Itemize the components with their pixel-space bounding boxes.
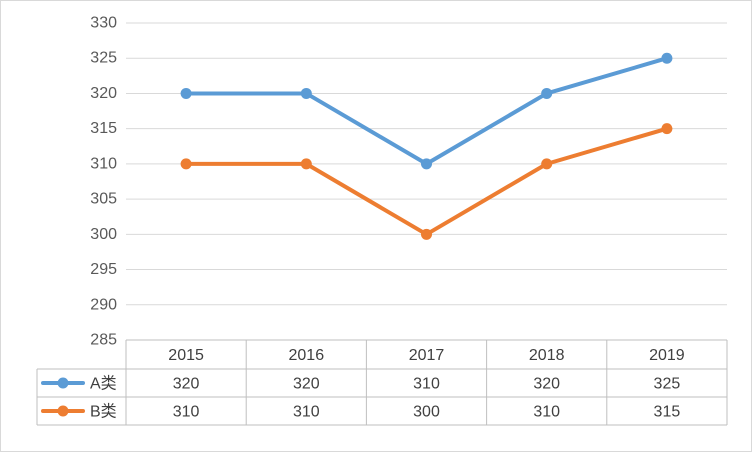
x-category-label: 2017: [409, 347, 445, 364]
legend-key-marker-1: [57, 405, 69, 417]
y-tick-label: 295: [90, 261, 117, 278]
y-tick-label: 290: [90, 296, 117, 313]
data-point-s0-1: [300, 87, 312, 99]
table-value-s1-1: 310: [293, 404, 320, 421]
y-tick-label: 305: [90, 191, 117, 208]
y-tick-label: 320: [90, 85, 117, 102]
data-point-s0-0: [180, 87, 192, 99]
y-tick-label: 300: [90, 226, 117, 243]
table-value-s0-0: 320: [173, 376, 200, 393]
data-point-s0-4: [661, 52, 673, 64]
legend-label-1: B类: [90, 403, 117, 421]
legend-label-0: A类: [90, 375, 117, 393]
data-point-s0-3: [541, 87, 553, 99]
table-value-s0-4: 325: [654, 376, 681, 393]
data-point-s1-4: [661, 123, 673, 135]
y-tick-label: 310: [90, 155, 117, 172]
x-category-label: 2018: [529, 347, 565, 364]
table-value-s1-0: 310: [173, 404, 200, 421]
y-tick-label: 325: [90, 50, 117, 67]
legend-key-marker-0: [57, 377, 69, 389]
x-category-label: 2016: [289, 347, 325, 364]
table-value-s0-2: 310: [413, 376, 440, 393]
y-tick-label: 285: [90, 332, 117, 349]
data-point-s1-0: [180, 158, 192, 170]
data-point-s1-3: [541, 158, 553, 170]
y-tick-label: 315: [90, 120, 117, 137]
data-point-s0-2: [421, 158, 432, 170]
data-point-s1-2: [421, 228, 432, 240]
x-category-label: 2015: [168, 347, 204, 364]
data-point-s1-1: [300, 158, 312, 170]
table-value-s1-2: 300: [413, 404, 440, 421]
table-value-s1-4: 315: [654, 404, 681, 421]
table-value-s1-3: 310: [533, 404, 560, 421]
y-tick-label: 330: [90, 15, 117, 32]
x-category-label: 2019: [649, 347, 685, 364]
table-value-s0-1: 320: [293, 376, 320, 393]
series-line-1: [184, 126, 669, 237]
table-value-s0-3: 320: [533, 376, 560, 393]
